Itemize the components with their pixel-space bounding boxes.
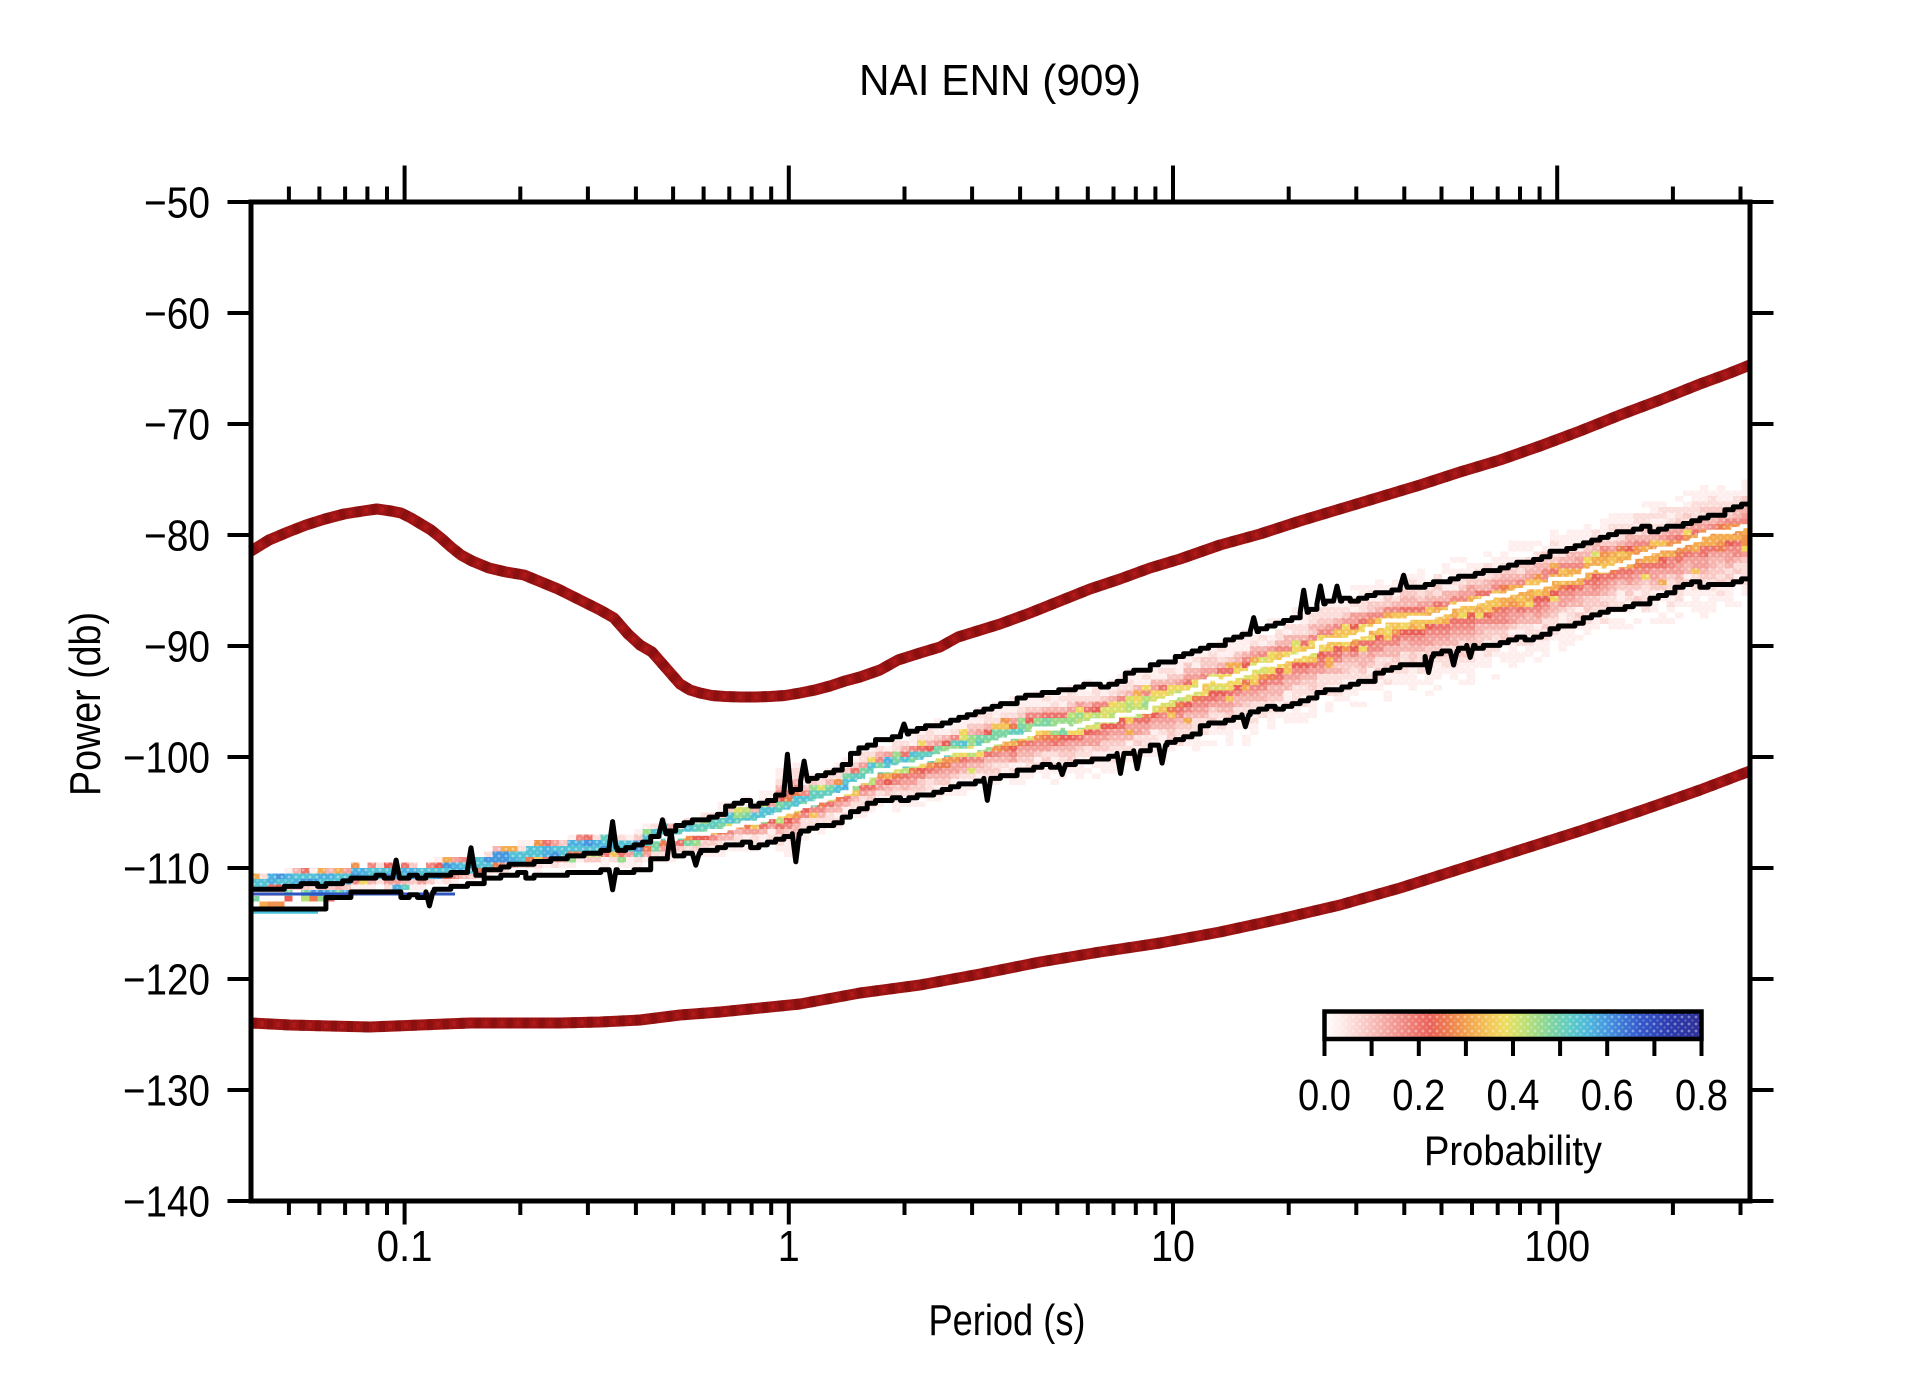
- svg-text:Period (s): Period (s): [929, 1296, 1086, 1345]
- svg-text:−50: −50: [144, 179, 210, 228]
- svg-text:10: 10: [1151, 1222, 1195, 1271]
- svg-text:Probability: Probability: [1424, 1127, 1602, 1174]
- svg-text:0.6: 0.6: [1581, 1071, 1634, 1120]
- svg-text:−100: −100: [123, 734, 210, 783]
- svg-text:−120: −120: [123, 956, 210, 1005]
- svg-text:NAI ENN (909): NAI ENN (909): [859, 56, 1141, 105]
- svg-text:0.1: 0.1: [377, 1222, 433, 1271]
- svg-text:−60: −60: [144, 290, 210, 339]
- svg-text:0.2: 0.2: [1392, 1071, 1445, 1120]
- svg-text:−70: −70: [144, 401, 210, 450]
- svg-text:0.8: 0.8: [1675, 1071, 1728, 1120]
- svg-text:100: 100: [1524, 1222, 1590, 1271]
- svg-text:−110: −110: [123, 845, 210, 894]
- svg-text:−90: −90: [144, 623, 210, 672]
- svg-text:0.0: 0.0: [1298, 1071, 1351, 1120]
- svg-text:1: 1: [778, 1222, 800, 1271]
- svg-text:−80: −80: [144, 512, 210, 561]
- svg-text:0.4: 0.4: [1487, 1071, 1540, 1120]
- svg-text:Power (db): Power (db): [61, 612, 110, 796]
- svg-text:−130: −130: [123, 1067, 210, 1116]
- svg-text:−140: −140: [123, 1178, 210, 1227]
